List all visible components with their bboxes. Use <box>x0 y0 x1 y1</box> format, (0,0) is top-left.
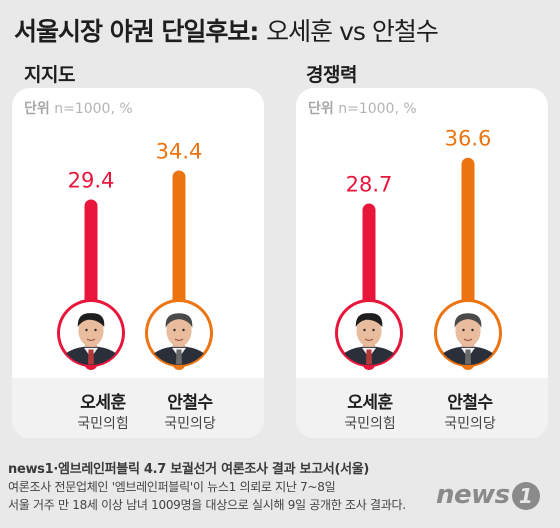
tie-shape <box>366 349 372 365</box>
candidate-footer <box>12 378 264 438</box>
candidate-photo-oh <box>335 299 403 367</box>
unit-value: n=1000, % <box>338 101 417 117</box>
candidate-name-ahn: 안철수 <box>167 393 213 413</box>
support-chart: 29.4 34.4 <box>57 139 213 370</box>
hair-shape <box>355 313 383 327</box>
hair-shape <box>77 313 105 327</box>
panel-label-support: 지지도 <box>24 64 75 86</box>
value-label: 34.4 <box>156 139 203 163</box>
mouth-shape <box>86 338 96 342</box>
candidate-footer <box>296 378 548 438</box>
party-name-oh: 국민의힘 <box>77 416 129 432</box>
face-shape <box>78 315 104 347</box>
support-panel: 29.4 34.4 단위 n=1000, % 오세훈 안철수 국민의힘 국민의당 <box>12 88 264 438</box>
mouth-shape <box>174 338 184 342</box>
panel-label-competitiveness: 경쟁력 <box>306 64 357 86</box>
candidate-photo-ahn <box>145 299 213 367</box>
eye-left <box>85 328 88 332</box>
eye-right <box>182 328 185 332</box>
title-thin: 오세훈 vs 안철수 <box>266 17 439 46</box>
logo-number: 1 <box>511 482 540 510</box>
value-label: 28.7 <box>346 173 393 197</box>
value-label: 36.6 <box>445 127 492 151</box>
unit-note: 단위 n=1000, % <box>24 98 133 118</box>
tie-shape <box>176 349 182 365</box>
competitiveness-panel: 28.7 36.6 단위 n=1000, % 오세훈 안철수 국민의힘 국민의당 <box>296 88 548 438</box>
eye-left <box>462 328 465 332</box>
hair-shape <box>454 313 482 328</box>
source-line: news1·엠브레인퍼블릭 4.7 보궐선거 여론조사 결과 보고서(서울) <box>8 462 370 477</box>
note-line-2: 서울 거주 만 18세 이상 남녀 1009명을 대상으로 실시해 9일 공개한… <box>8 498 406 512</box>
eye-right <box>94 328 97 332</box>
eye-right <box>471 328 474 332</box>
party-name-ahn: 국민의당 <box>444 416 496 432</box>
face-shape <box>166 315 192 347</box>
eye-left <box>363 328 366 332</box>
candidate-photo-oh <box>57 299 125 367</box>
unit-value: n=1000, % <box>54 101 133 117</box>
unit-label: 단위 <box>308 101 334 117</box>
party-name-oh: 국민의힘 <box>344 416 396 432</box>
unit-note: 단위 n=1000, % <box>308 98 417 118</box>
hair-shape <box>165 313 193 328</box>
mouth-shape <box>364 338 374 342</box>
chart-title: 서울시장 야권 단일후보: 오세훈 vs 안철수 <box>14 12 439 48</box>
candidate-name-ahn: 안철수 <box>447 393 493 413</box>
tie-shape <box>88 349 94 365</box>
candidate-name-oh: 오세훈 <box>347 393 393 413</box>
competitiveness-chart: 28.7 36.6 <box>335 127 502 370</box>
mouth-shape <box>463 338 473 342</box>
face-shape <box>455 315 481 347</box>
eye-right <box>372 328 375 332</box>
eye-left <box>173 328 176 332</box>
face-shape <box>356 315 382 347</box>
value-label: 29.4 <box>68 168 115 192</box>
note-line-1: 여론조사 전문업체인 '엠브레인퍼블릭'이 뉴스1 의뢰로 지난 7~8일 <box>8 480 336 494</box>
tie-shape <box>465 349 471 365</box>
candidate-name-oh: 오세훈 <box>80 393 126 413</box>
logo-text: news <box>436 480 510 510</box>
unit-label: 단위 <box>24 101 50 117</box>
candidate-photo-ahn <box>434 299 502 367</box>
title-bold: 서울시장 야권 단일후보: <box>14 17 259 46</box>
news1-logo: news 1 <box>436 480 540 510</box>
party-name-ahn: 국민의당 <box>164 416 216 432</box>
